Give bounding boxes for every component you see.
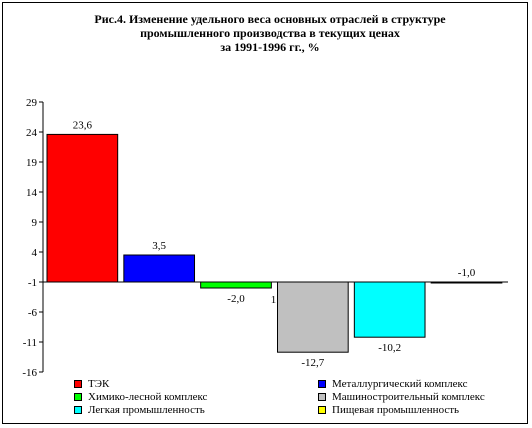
- legend-item: Металлургический комплекс: [318, 378, 468, 390]
- bar: [277, 281, 349, 353]
- chart-title-line-1: Рис.4. Изменение удельного веса основных…: [94, 12, 446, 26]
- y-tick-label: 14: [26, 187, 38, 199]
- legend-item: Легкая промышленность: [74, 404, 205, 416]
- legend-label: Химико-лесной комплекс: [88, 391, 208, 403]
- legend-swatch: [74, 406, 82, 414]
- bar-value-label: 23,6: [73, 119, 93, 131]
- bar: [123, 254, 196, 283]
- legend-swatch: [74, 380, 82, 388]
- legend-swatch: [318, 393, 326, 401]
- chart-title: Рис.4. Изменение удельного веса основных…: [40, 12, 500, 54]
- legend-label: Пищевая промышленность: [332, 404, 460, 416]
- bar: [430, 281, 503, 284]
- legend-swatch: [318, 406, 326, 414]
- data-labels: 23,6 3,5 -2,0 -12,7 -10,2 -1,0 1: [73, 119, 476, 369]
- bars: [46, 133, 503, 353]
- chart-title-line-2: промышленного производства в текущих цен…: [140, 26, 400, 40]
- bar-value-label: -1,0: [458, 267, 476, 279]
- y-tick-label: 4: [32, 247, 38, 259]
- y-tick-label: 9: [32, 217, 38, 229]
- y-tick-label: 29: [26, 97, 38, 109]
- y-tick-label: -16: [22, 367, 37, 379]
- legend-swatch: [74, 393, 82, 401]
- legend-label: ТЭК: [88, 378, 110, 390]
- legend-label: Машиностроительный комплекс: [332, 391, 485, 403]
- legend-item: Машиностроительный комплекс: [318, 391, 485, 403]
- stray-label: 1: [271, 294, 277, 306]
- legend-label: Легкая промышленность: [88, 404, 205, 416]
- y-tick-label: -6: [28, 307, 38, 319]
- y-tick-label: 24: [26, 127, 38, 139]
- y-axis: 29 24 19 14 9 4 -1 -6 -11 -16: [22, 97, 508, 379]
- y-tick-label: -1: [28, 277, 37, 289]
- bar-value-label: -12,7: [301, 357, 324, 369]
- bar-value-label: -2,0: [227, 293, 245, 305]
- y-tick-label: 19: [26, 157, 38, 169]
- legend-item: Пищевая промышленность: [318, 404, 459, 416]
- bar: [200, 281, 272, 289]
- legend-item: ТЭК: [74, 378, 109, 390]
- legend: ТЭК Металлургический комплекс Химико-лесно…: [74, 378, 514, 420]
- y-tick-label: -11: [23, 337, 37, 349]
- legend-item: Химико-лесной комплекс: [74, 391, 207, 403]
- bar-value-label: 3,5: [152, 240, 166, 252]
- chart-title-line-3: за 1991-1996 гг., %: [220, 40, 320, 54]
- legend-label: Металлургический комплекс: [332, 378, 468, 390]
- bar: [353, 281, 426, 338]
- bar-value-label: -10,2: [378, 342, 401, 354]
- bar: [46, 133, 119, 283]
- legend-swatch: [318, 380, 326, 388]
